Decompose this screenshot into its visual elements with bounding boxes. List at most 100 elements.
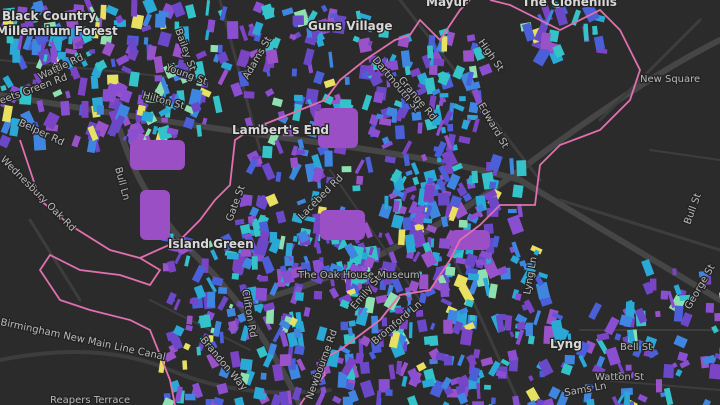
building [122,135,128,141]
place-label: Millennium Forest [0,24,118,38]
building [288,124,298,132]
building [244,117,254,131]
building [619,314,633,328]
building [515,329,525,346]
building [440,297,453,307]
building [310,368,326,387]
building [368,350,377,360]
place-label: The Oak House Museum [297,270,420,281]
building [420,153,428,162]
building [112,101,125,114]
building [217,295,229,311]
building [672,362,678,368]
building [533,310,542,326]
building [206,291,216,308]
building [679,294,691,301]
building [339,299,351,310]
building [294,328,301,338]
building [52,62,61,74]
building [86,136,98,154]
building [294,149,306,156]
building [361,24,373,33]
building [323,78,336,89]
building [698,270,709,278]
building [310,190,320,206]
building [439,92,449,98]
building [583,23,589,41]
building [262,353,274,368]
building [596,332,610,342]
building [482,277,492,297]
building [616,360,626,378]
building [614,333,622,341]
building [296,198,307,206]
building [12,49,21,63]
building [265,308,275,324]
building [294,291,305,302]
building [440,376,452,390]
building [384,232,394,246]
building [423,218,433,224]
building [642,281,654,295]
building [206,276,217,293]
building [246,236,256,253]
building [443,355,453,366]
building [359,265,367,273]
building [249,206,260,218]
building [714,312,720,322]
large-building [450,230,490,250]
building [630,371,638,380]
building [388,321,396,337]
boundary [19,0,641,405]
building [410,194,416,201]
building [385,106,395,117]
building [672,268,677,276]
building [701,274,712,285]
building [564,354,575,365]
building [288,162,302,181]
building [341,264,347,281]
building [32,0,45,13]
building [400,190,408,202]
building [527,399,537,405]
building [428,335,439,347]
building [237,312,247,323]
building [391,214,404,230]
building [381,317,388,327]
building [359,277,368,284]
building [167,260,177,273]
building [465,71,474,87]
building [255,195,262,207]
building [227,21,239,39]
canal [0,350,332,395]
building [604,316,620,336]
building [605,346,621,366]
building [193,284,207,300]
building [6,85,21,104]
building [210,44,219,53]
building [359,361,371,375]
building [452,65,466,80]
building [30,9,39,23]
building [319,257,324,262]
building [178,26,190,45]
building [161,117,168,123]
building [140,89,147,101]
building [243,91,255,99]
building [660,290,669,300]
building [174,21,180,33]
building [359,335,372,347]
building [233,396,246,405]
building [315,242,322,255]
building [395,360,403,375]
building [514,313,528,325]
building [528,375,534,382]
building [115,54,130,66]
building [307,10,318,23]
building [507,214,525,235]
building [417,122,423,134]
building [292,235,298,242]
building [141,128,152,144]
building [357,37,372,54]
building [271,37,281,49]
